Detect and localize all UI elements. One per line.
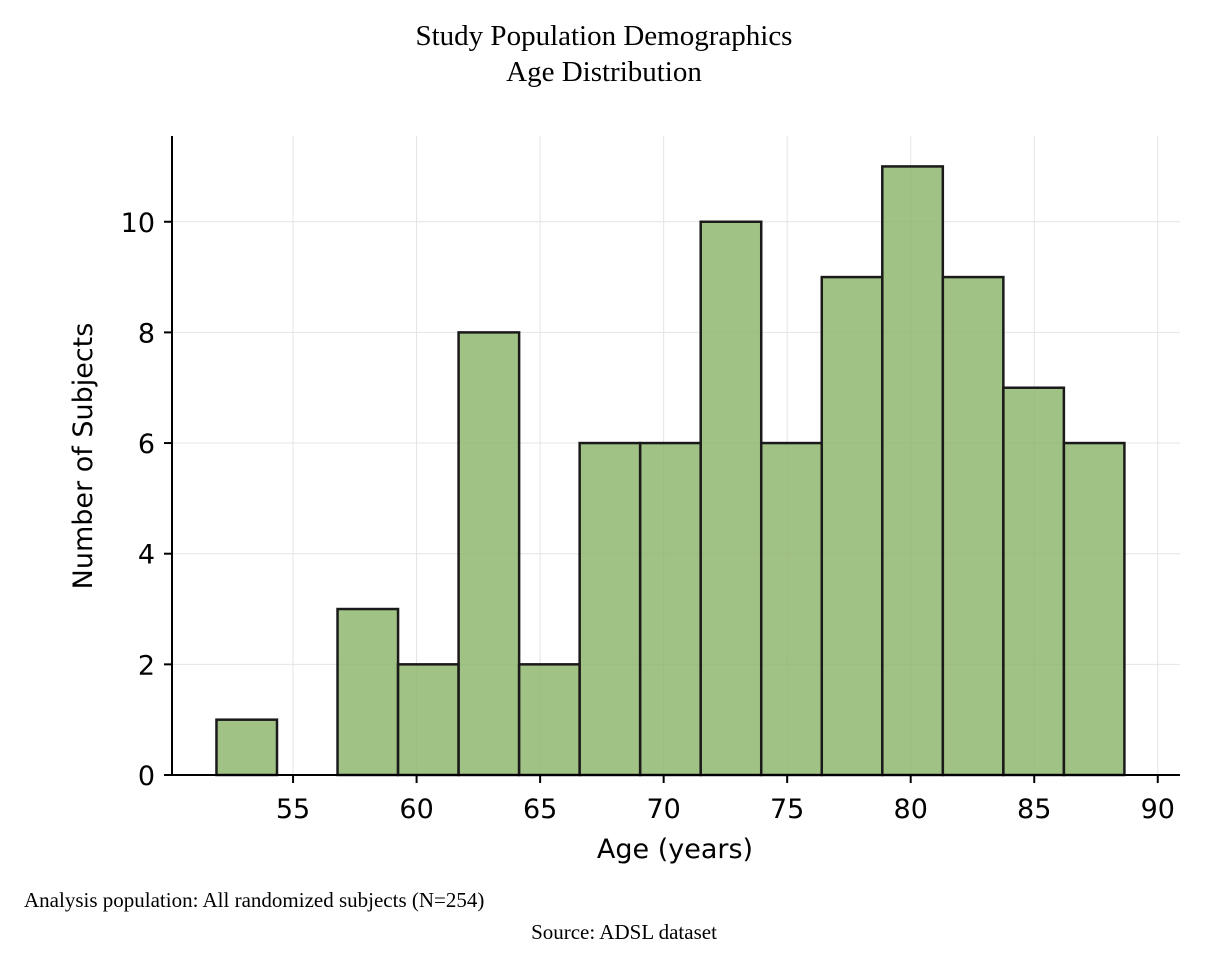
source-footnote: Source: ADSL dataset (531, 920, 717, 944)
chart-subtitle: Age Distribution (506, 56, 702, 88)
x-tick-label: 65 (523, 794, 557, 825)
x-tick-label: 75 (770, 794, 804, 825)
histogram-chart: 55 60 65 70 75 80 85 90 0 2 4 6 8 10 Age (years) Numb… (68, 136, 1180, 865)
histogram-bar (1062, 441, 1126, 777)
axis-layer: 55 60 65 70 75 80 85 90 0 2 4 6 8 10 (121, 136, 1180, 825)
x-tick-label: 70 (646, 794, 680, 825)
histogram-bar (881, 165, 945, 777)
x-axis-label: Age (years) (597, 834, 753, 865)
y-tick-label: 10 (121, 208, 155, 239)
y-tick-label: 0 (138, 761, 155, 792)
histogram-bar (820, 275, 884, 777)
histogram-bar (578, 441, 642, 777)
population-footnote: Analysis population: All randomized subj… (24, 888, 485, 912)
histogram-bar (638, 441, 702, 777)
histogram-bar (517, 663, 581, 777)
y-tick-label: 2 (138, 650, 155, 681)
histogram-bar (336, 607, 400, 777)
histogram-bar (759, 441, 824, 777)
histogram-bar (699, 220, 763, 777)
y-tick-label: 4 (138, 540, 155, 571)
x-tick-label: 90 (1141, 794, 1175, 825)
y-tick-label: 6 (138, 429, 155, 460)
bar-layer (215, 165, 1126, 777)
histogram-bar (396, 663, 460, 777)
chart-title: Study Population Demographics (415, 20, 793, 52)
x-tick-label: 60 (399, 794, 433, 825)
y-axis-label: Number of Subjects (68, 323, 99, 590)
x-tick-label: 80 (894, 794, 928, 825)
histogram-bar (457, 331, 521, 777)
x-tick-label: 55 (276, 794, 310, 825)
histogram-bar (941, 275, 1005, 777)
y-tick-label: 8 (138, 318, 155, 349)
x-tick-label: 85 (1017, 794, 1051, 825)
histogram-bar (215, 718, 279, 777)
histogram-bar (1002, 386, 1066, 777)
